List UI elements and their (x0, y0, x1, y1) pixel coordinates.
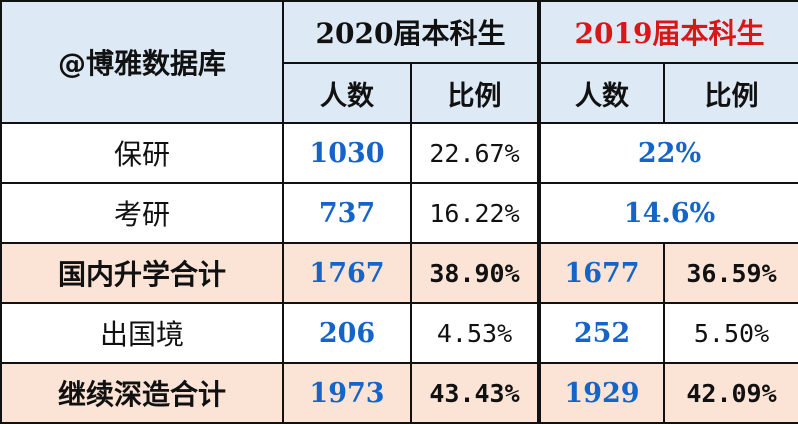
ratio-2019: 42.09% (663, 362, 798, 424)
ratio-2020: 43.43% (410, 362, 540, 424)
count-2019: 1929 (537, 362, 665, 424)
table-row: 保研 1030 22.67% 22% (0, 122, 798, 184)
count-2020: 737 (282, 182, 412, 244)
brand-cell: @博雅数据库 (0, 0, 284, 124)
ratio-2020: 38.90% (410, 242, 540, 304)
count-2020: 206 (282, 302, 412, 364)
ratio-2019: 5.50% (663, 302, 798, 364)
row-label: 继续深造合计 (0, 362, 284, 424)
ratio-2020: 22.67% (410, 122, 540, 184)
table-row: 考研 737 16.22% 14.6% (0, 182, 798, 244)
table-row: 继续深造合计 1973 43.43% 1929 42.09% (0, 362, 798, 424)
col-count-2020: 人数 (282, 62, 412, 124)
row-label: 保研 (0, 122, 284, 184)
col-count-2019: 人数 (537, 62, 665, 124)
count-2020: 1767 (282, 242, 412, 304)
count-2020: 1030 (282, 122, 412, 184)
col-ratio-2019: 比例 (663, 62, 798, 124)
table-row: 国内升学合计 1767 38.90% 1677 36.59% (0, 242, 798, 304)
group-header-2020: 2020届本科生 (282, 0, 540, 64)
ratio-2019-merged: 14.6% (537, 182, 798, 244)
row-label: 考研 (0, 182, 284, 244)
ratio-2020: 4.53% (410, 302, 540, 364)
row-label: 国内升学合计 (0, 242, 284, 304)
table-row: 出国境 206 4.53% 252 5.50% (0, 302, 798, 364)
count-2019: 1677 (537, 242, 665, 304)
count-2019: 252 (537, 302, 665, 364)
ratio-2019-merged: 22% (537, 122, 798, 184)
row-label: 出国境 (0, 302, 284, 364)
group-header-2019: 2019届本科生 (537, 0, 798, 64)
col-ratio-2020: 比例 (410, 62, 540, 124)
ratio-2020: 16.22% (410, 182, 540, 244)
ratio-2019: 36.59% (663, 242, 798, 304)
count-2020: 1973 (282, 362, 412, 424)
